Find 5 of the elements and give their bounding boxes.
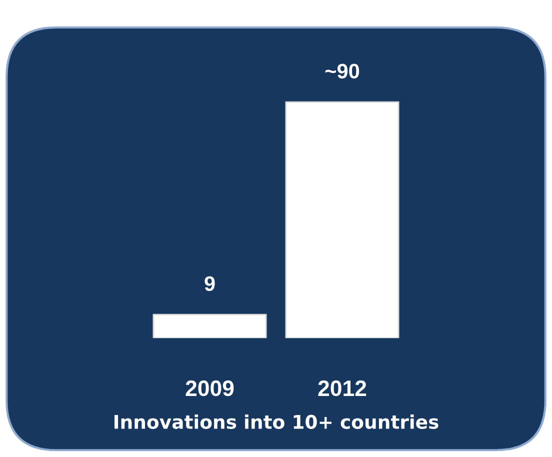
x-axis-title: Innovations into 10+ countries [114, 414, 438, 429]
x-tick-label: 2012 [318, 380, 366, 396]
x-tick-label: 2009 [186, 380, 234, 396]
data-label: ~90 [325, 64, 360, 78]
data-label: 9 [204, 276, 215, 292]
